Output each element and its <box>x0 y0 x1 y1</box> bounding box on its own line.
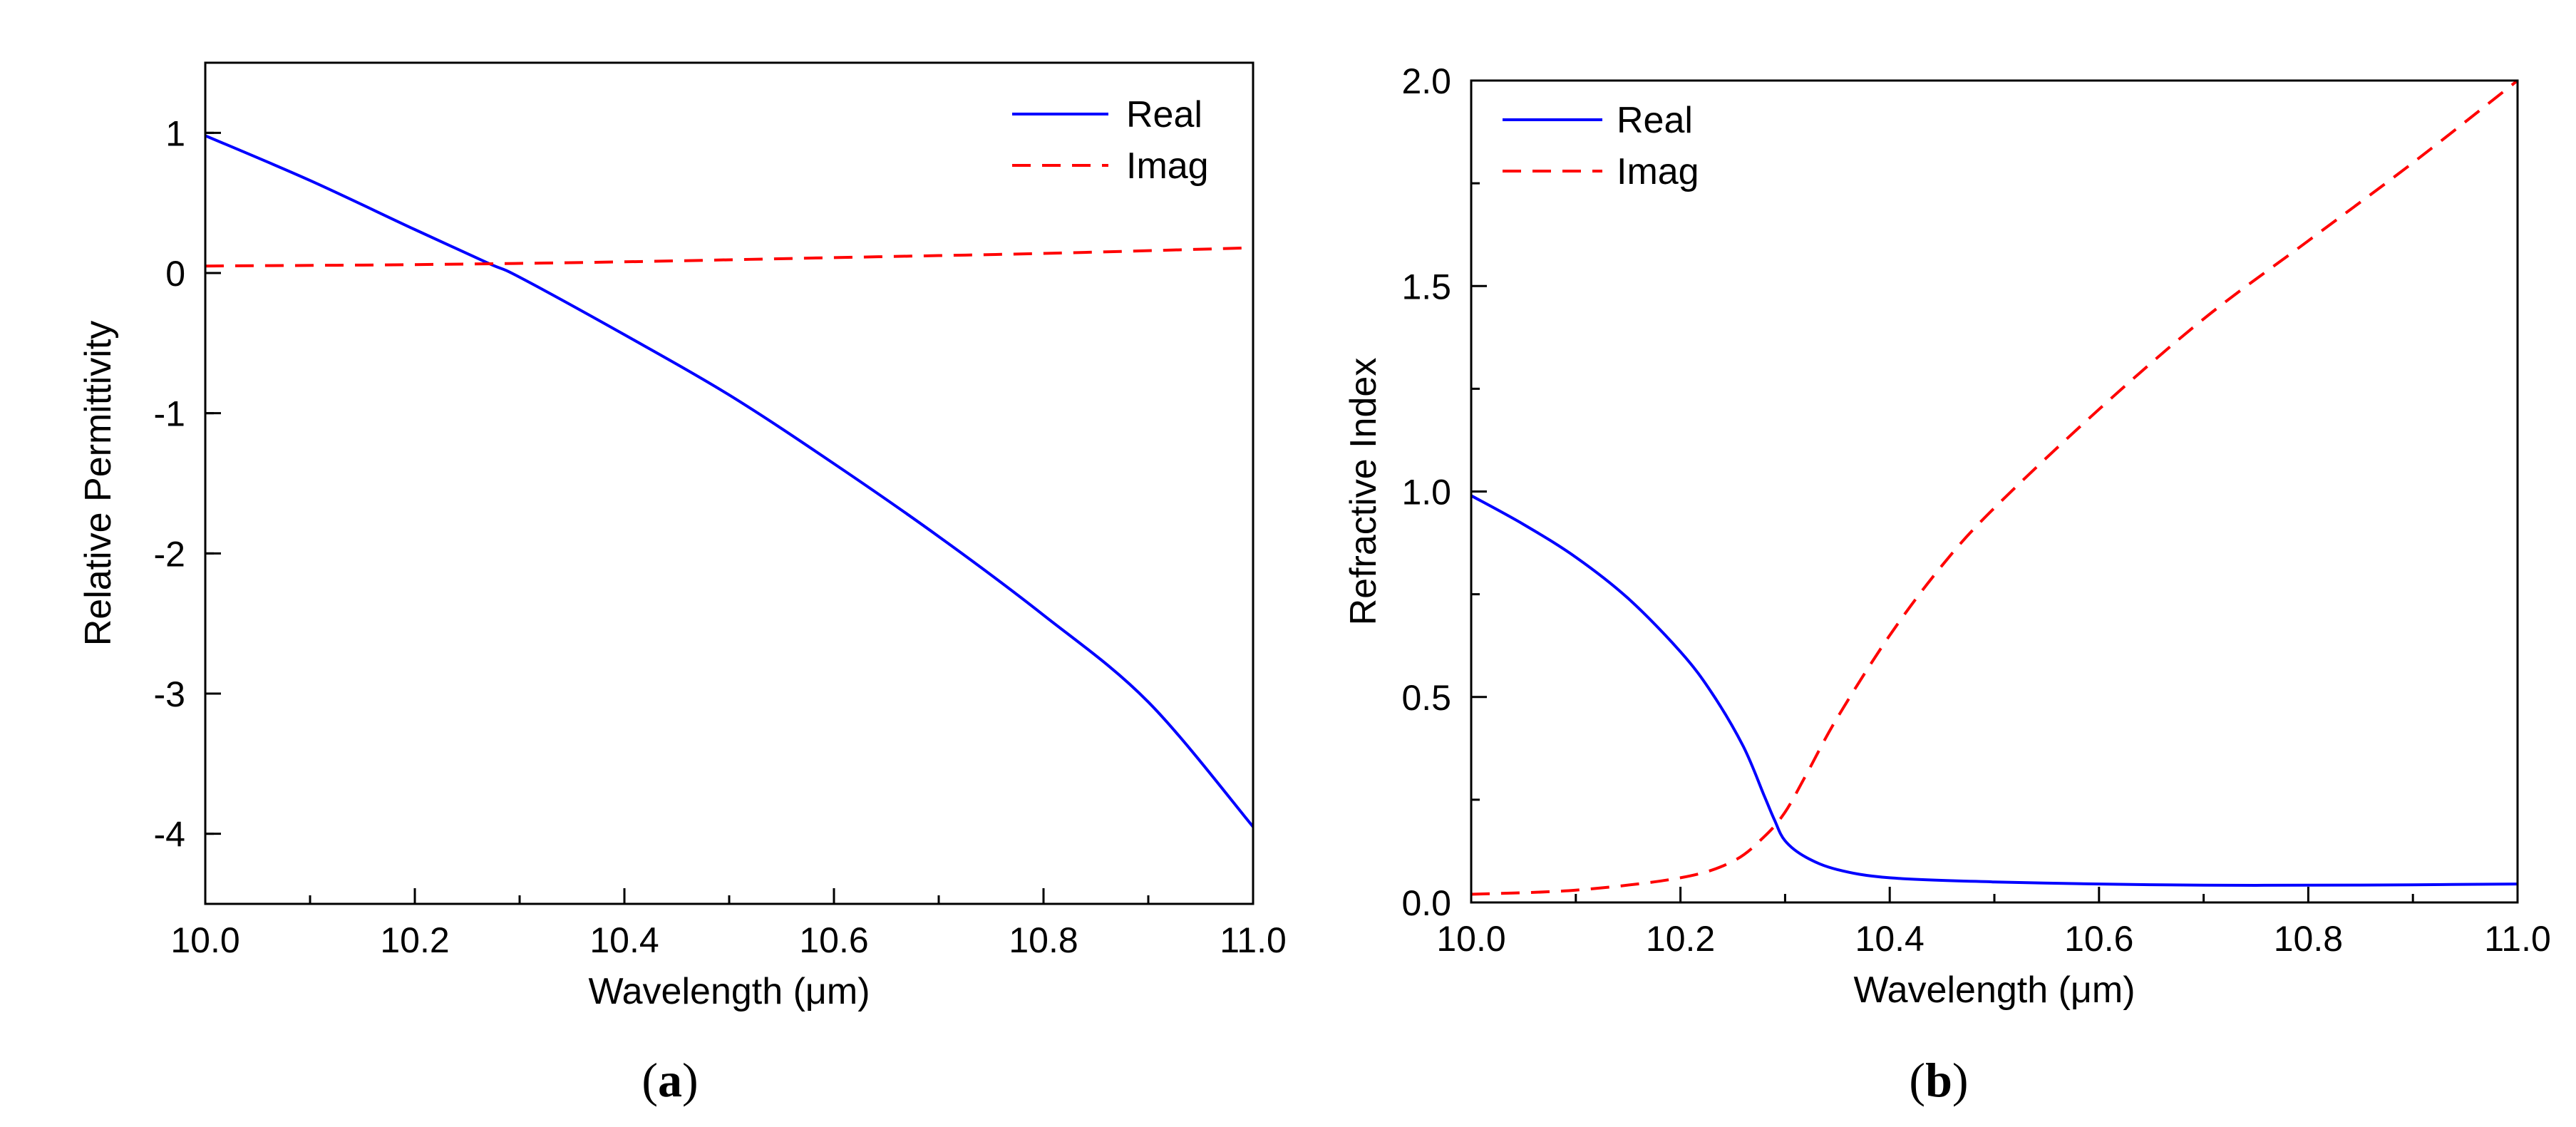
panel-label: (a) <box>642 1053 698 1107</box>
y-axis-title: Relative Permittivity <box>78 321 119 647</box>
panel-label: (b) <box>1909 1053 1968 1107</box>
x-axis-title: Wavelength (μm) <box>1853 969 2135 1011</box>
x-tick-label: 10.0 <box>170 920 239 960</box>
plot-frame <box>204 61 1254 905</box>
plot-frame <box>1470 79 2519 904</box>
y-tick-label: 1 <box>165 113 185 153</box>
y-tick-label: 2.0 <box>1401 61 1451 101</box>
x-tick-label: 11.0 <box>2484 919 2551 959</box>
panel-b-chart: 10.0 10.2 10.4 10.6 10.8 11.0 0.0 0.5 1.0 1.5 2.0 W… <box>1343 61 2551 1107</box>
legend-label-real: Real <box>1617 100 1693 141</box>
x-tick-label: 10.8 <box>2274 919 2343 959</box>
legend-label-imag: Imag <box>1617 151 1699 192</box>
series-line-imag <box>1471 81 2518 896</box>
series-line-real <box>205 134 1253 828</box>
legend-label-real: Real <box>1126 94 1202 135</box>
series-group <box>205 134 1253 828</box>
panel-a-chart: 10.0 10.2 10.4 10.6 10.8 11.0 1 0 -1 -2 -3 -4 Wavele… <box>78 61 1287 1107</box>
x-tick-label: 10.4 <box>589 920 659 960</box>
legend: Real Imag <box>1503 100 1699 192</box>
series-group <box>1471 81 2518 896</box>
x-tick-label: 10.2 <box>1646 919 1715 959</box>
legend-label-imag: Imag <box>1126 145 1209 187</box>
y-tick-label: 1.5 <box>1401 267 1451 307</box>
x-tick-label: 10.4 <box>1855 919 1925 959</box>
y-tick-label: 0.0 <box>1401 883 1451 923</box>
y-axis-title: Refractive Index <box>1343 358 1384 626</box>
x-tick-label: 10.6 <box>799 920 868 960</box>
x-axis-title: Wavelength (μm) <box>588 971 870 1012</box>
x-tick-label: 10.6 <box>2064 919 2133 959</box>
y-tick-label: 1.0 <box>1401 473 1451 513</box>
y-tick-label: -2 <box>154 534 185 574</box>
y-tick-label: 0.5 <box>1401 678 1451 718</box>
y-tick-label: -1 <box>154 394 185 434</box>
series-line-real <box>1471 494 2518 887</box>
legend: Real Imag <box>1012 94 1209 187</box>
y-tick-label: 0 <box>165 254 185 294</box>
x-tick-label: 10.0 <box>1436 919 1505 959</box>
y-tick-label: -3 <box>154 674 185 714</box>
series-line-imag <box>205 246 1253 268</box>
y-tick-label: -4 <box>154 815 185 855</box>
x-tick-label: 10.8 <box>1009 920 1078 960</box>
x-tick-label: 11.0 <box>1220 920 1287 960</box>
x-tick-label: 10.2 <box>380 920 449 960</box>
